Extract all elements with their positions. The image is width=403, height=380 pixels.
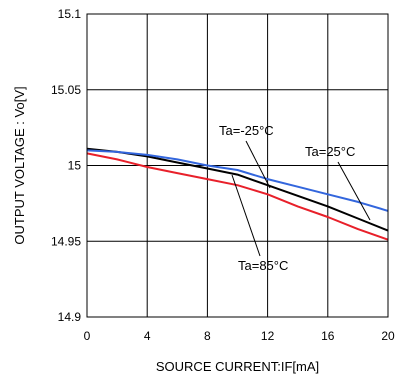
x-tick-label: 0 xyxy=(84,329,91,343)
annotations: Ta=-25°C Ta=25°C Ta=85°C xyxy=(219,123,355,273)
series-line-2 xyxy=(86,149,389,212)
y-tick-label: 14.9 xyxy=(58,310,82,324)
grid-lines xyxy=(87,14,388,317)
y-tick-labels: 14.9 14.95 15 15.05 15.1 xyxy=(51,7,81,324)
annotation-leader-line xyxy=(245,140,271,189)
x-tick-label: 4 xyxy=(144,329,151,343)
annotation-label: Ta=85°C xyxy=(238,258,288,273)
annotation-leader-line xyxy=(231,174,261,257)
series-lines xyxy=(86,147,389,241)
x-tick-label: 16 xyxy=(321,329,335,343)
x-tick-label: 20 xyxy=(381,329,395,343)
x-axis-label: SOURCE CURRENT:IF[mA] xyxy=(156,359,319,374)
y-tick-label: 14.95 xyxy=(51,234,81,248)
y-tick-label: 15 xyxy=(68,159,82,173)
plot-frame xyxy=(86,13,389,318)
annotation-label: Ta=25°C xyxy=(305,144,355,159)
annotation-leader-line xyxy=(337,161,371,221)
y-tick-label: 15.05 xyxy=(51,83,81,97)
x-tick-label: 8 xyxy=(204,329,211,343)
series-line-3 xyxy=(86,152,389,241)
annotation-leaders xyxy=(231,140,371,257)
annotation-label: Ta=-25°C xyxy=(219,123,274,138)
x-tick-labels: 0 4 8 12 16 20 xyxy=(84,329,395,343)
y-tick-label: 15.1 xyxy=(58,7,82,21)
y-axis-label: OUTPUT VOLTAGE : Vo[V] xyxy=(12,86,27,244)
x-tick-label: 12 xyxy=(261,329,275,343)
